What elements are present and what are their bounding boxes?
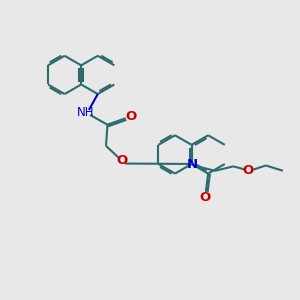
Text: O: O	[242, 164, 254, 177]
Text: O: O	[199, 191, 210, 204]
Text: NH: NH	[76, 106, 94, 119]
Text: O: O	[125, 110, 136, 123]
Text: O: O	[117, 154, 128, 167]
Text: N: N	[187, 158, 198, 171]
